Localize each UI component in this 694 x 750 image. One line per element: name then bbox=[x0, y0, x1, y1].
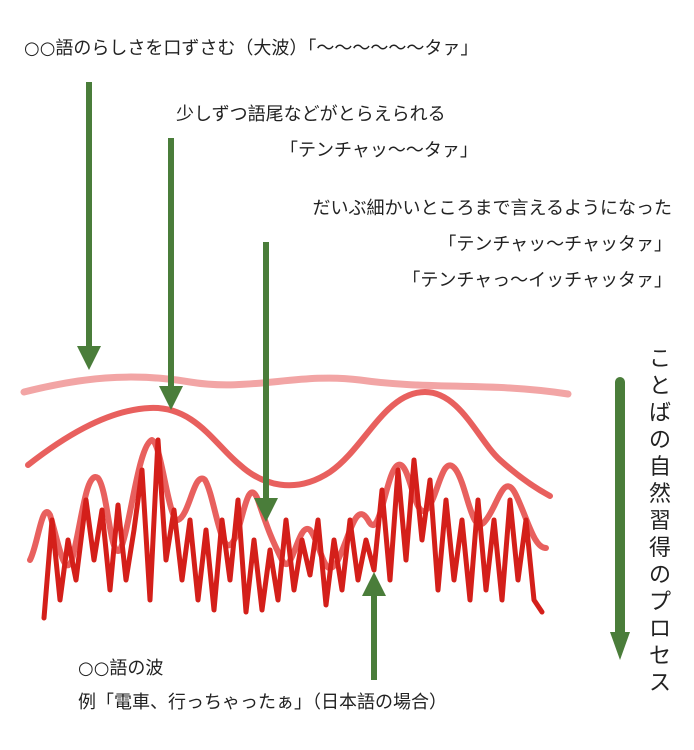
wave-detailed bbox=[27, 437, 549, 571]
wave-big-light bbox=[20, 373, 572, 398]
process-label: ことばの自然習得のプロセス bbox=[648, 347, 671, 696]
wave-medium bbox=[25, 388, 553, 499]
label-big-wave: ○○語のらしさを口ずさむ（大波）「〜〜〜〜〜〜タァ」 bbox=[24, 38, 479, 59]
label-stage3-line1: だいぶ細かいところまで言えるようになった bbox=[312, 198, 672, 219]
label-language-wave: ○○語の波 bbox=[78, 658, 164, 679]
arrow-process-head bbox=[610, 632, 630, 660]
label-stage2-line1: 少しずつ語尾などがとらえられる bbox=[176, 104, 446, 125]
label-stage3-line3: 「テンチャっ〜イッチャッタァ」 bbox=[402, 270, 672, 291]
wave-fine-dark bbox=[41, 437, 545, 621]
label-stage3-line2: 「テンチャッ〜チャッタァ」 bbox=[438, 234, 672, 255]
label-example: 例「電車、行っちゃったぁ」（日本語の場合） bbox=[78, 692, 447, 713]
label-stage2-line2: 「テンチャッ〜〜タァ」 bbox=[280, 140, 478, 161]
